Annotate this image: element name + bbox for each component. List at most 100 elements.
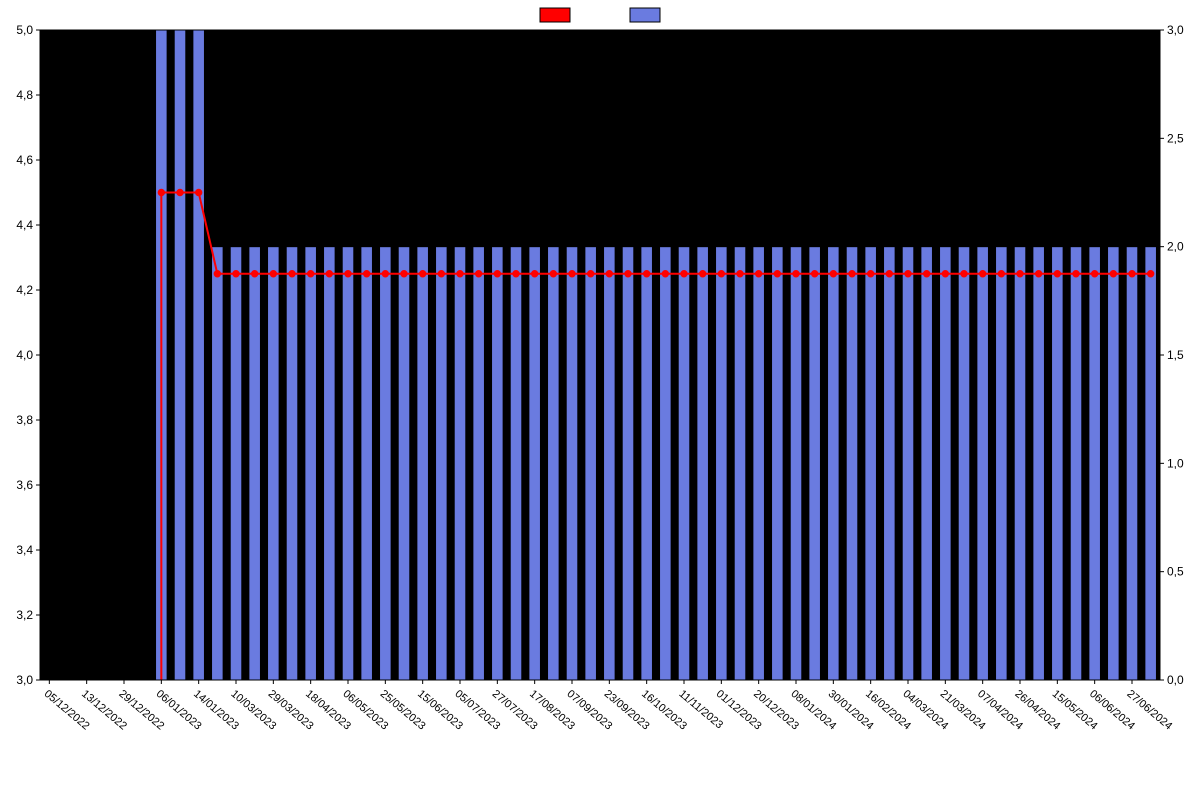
bar: [977, 247, 989, 680]
bar: [212, 247, 224, 680]
bar: [585, 247, 597, 680]
line-marker: [345, 271, 351, 277]
bar: [249, 247, 261, 680]
bar: [174, 30, 186, 680]
bar: [678, 247, 690, 680]
bar: [510, 247, 522, 680]
bar: [884, 247, 896, 680]
plot-area: [40, 30, 1160, 680]
y-left-tick-label: 4,2: [16, 283, 33, 297]
line-marker: [475, 271, 481, 277]
bar: [286, 247, 298, 680]
line-marker: [382, 271, 388, 277]
line-marker: [979, 271, 985, 277]
line-marker: [625, 271, 631, 277]
y-left-tick-label: 3,2: [16, 608, 33, 622]
line-marker: [886, 271, 892, 277]
combo-chart: 3,03,23,43,63,84,04,24,44,64,85,00,00,51…: [0, 0, 1200, 800]
line-marker: [1147, 271, 1153, 277]
bar: [921, 247, 933, 680]
bar: [958, 247, 970, 680]
bar: [492, 247, 504, 680]
line-marker: [737, 271, 743, 277]
line-marker: [681, 271, 687, 277]
bar: [342, 247, 354, 680]
y-right-tick-label: 1,5: [1167, 348, 1184, 362]
bar: [436, 247, 448, 680]
bar: [716, 247, 728, 680]
line-marker: [942, 271, 948, 277]
bar: [790, 247, 802, 680]
line-marker: [923, 271, 929, 277]
y-left-tick-label: 4,6: [16, 153, 33, 167]
line-marker: [1017, 271, 1023, 277]
line-marker: [513, 271, 519, 277]
line-marker: [755, 271, 761, 277]
bar: [1145, 247, 1157, 680]
bar: [772, 247, 784, 680]
chart-container: 3,03,23,43,63,84,04,24,44,64,85,00,00,51…: [0, 0, 1200, 800]
bar: [324, 247, 336, 680]
line-marker: [289, 271, 295, 277]
line-marker: [961, 271, 967, 277]
bar: [940, 247, 952, 680]
bar: [753, 247, 765, 680]
line-marker: [531, 271, 537, 277]
bar: [734, 247, 746, 680]
bar: [380, 247, 392, 680]
line-marker: [251, 271, 257, 277]
line-marker: [569, 271, 575, 277]
bar: [622, 247, 634, 680]
line-marker: [550, 271, 556, 277]
line-marker: [457, 271, 463, 277]
legend-swatch-line: [540, 8, 570, 22]
bar: [193, 30, 205, 680]
line-marker: [494, 271, 500, 277]
bar: [1052, 247, 1064, 680]
bar: [697, 247, 709, 680]
bar: [398, 247, 410, 680]
line-marker: [849, 271, 855, 277]
bar: [660, 247, 672, 680]
bar: [1089, 247, 1101, 680]
bar: [230, 247, 242, 680]
line-marker: [177, 189, 183, 195]
line-marker: [793, 271, 799, 277]
line-marker: [1129, 271, 1135, 277]
bar: [641, 247, 653, 680]
line-marker: [401, 271, 407, 277]
y-right-tick-label: 0,0: [1167, 673, 1184, 687]
line-marker: [830, 271, 836, 277]
line-marker: [774, 271, 780, 277]
line-marker: [214, 271, 220, 277]
line-marker: [811, 271, 817, 277]
y-right-tick-label: 3,0: [1167, 23, 1184, 37]
line-marker: [998, 271, 1004, 277]
line-marker: [718, 271, 724, 277]
line-marker: [326, 271, 332, 277]
y-left-tick-label: 5,0: [16, 23, 33, 37]
y-left-tick-label: 4,8: [16, 88, 33, 102]
line-marker: [662, 271, 668, 277]
bar: [902, 247, 914, 680]
line-marker: [270, 271, 276, 277]
line-marker: [438, 271, 444, 277]
line-marker: [1054, 271, 1060, 277]
y-left-tick-label: 3,8: [16, 413, 33, 427]
line-marker: [905, 271, 911, 277]
line-marker: [1091, 271, 1097, 277]
line-marker: [643, 271, 649, 277]
y-left-tick-label: 3,6: [16, 478, 33, 492]
y-right-tick-label: 1,0: [1167, 456, 1184, 470]
bar: [305, 247, 317, 680]
line-marker: [1073, 271, 1079, 277]
bar: [828, 247, 840, 680]
bar: [548, 247, 560, 680]
bar: [454, 247, 466, 680]
line-marker: [606, 271, 612, 277]
bar: [1126, 247, 1138, 680]
bar: [1108, 247, 1120, 680]
y-right-tick-label: 0,5: [1167, 565, 1184, 579]
bar: [268, 247, 280, 680]
line-marker: [233, 271, 239, 277]
